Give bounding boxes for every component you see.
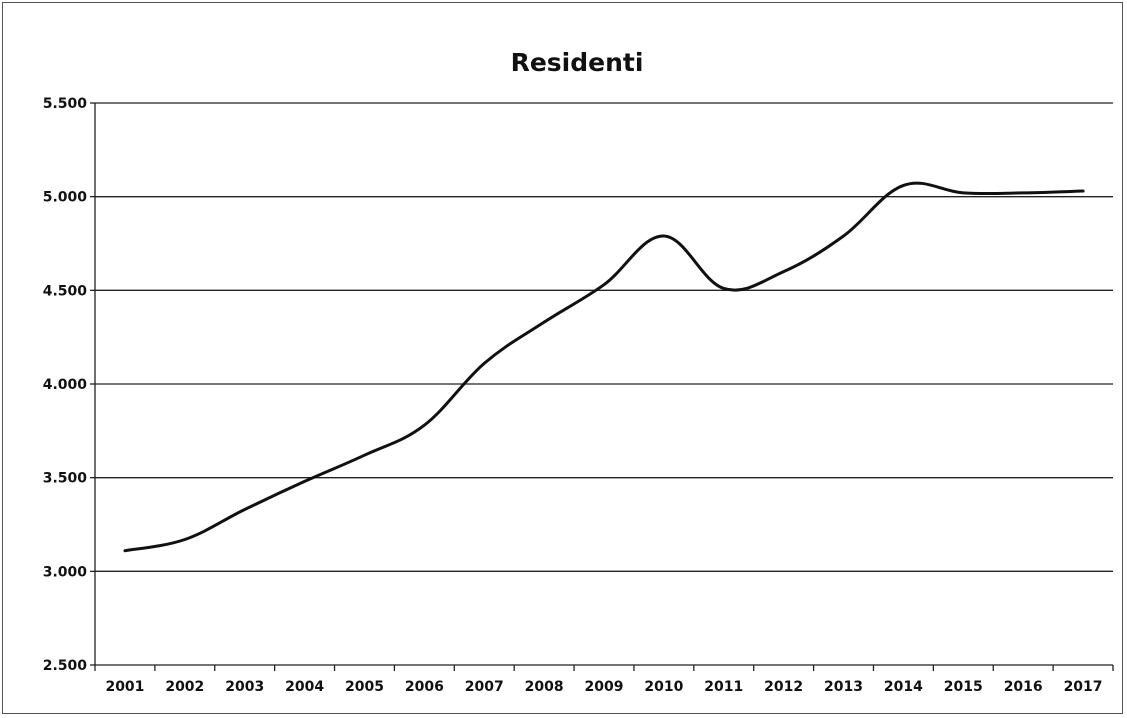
x-tick-label: 2003: [225, 679, 264, 695]
data-point: [1081, 189, 1085, 193]
data-point: [243, 508, 247, 512]
line-chart: Residenti 2.500 3.000 3.500 4.000 4.500 5.000…: [43, 48, 1114, 695]
x-tick-label: 2014: [884, 679, 923, 695]
data-point: [782, 270, 786, 274]
data-point: [722, 286, 726, 290]
gridlines: [95, 102, 1113, 572]
data-point: [183, 537, 187, 541]
x-tick-label: 2011: [704, 679, 743, 695]
y-tick-label: 5.000: [43, 190, 88, 206]
data-point: [662, 234, 666, 238]
data-point: [1021, 191, 1025, 195]
y-axis-tick-labels: 2.500 3.000 3.500 4.000 4.500 5.000 5.500: [43, 96, 88, 674]
x-tick-label: 2010: [644, 679, 683, 695]
data-point: [303, 479, 307, 483]
y-tick-label: 3.500: [43, 471, 88, 487]
x-tick-label: 2015: [944, 679, 983, 695]
x-tick-label: 2012: [764, 679, 803, 695]
y-tick-label: 4.500: [43, 283, 88, 299]
axes: [90, 102, 1114, 671]
x-tick-label: 2002: [165, 679, 204, 695]
y-tick-label: 3.000: [43, 564, 88, 580]
x-tick-label: 2009: [585, 679, 624, 695]
data-point: [482, 361, 486, 365]
y-tick-label: 4.000: [43, 377, 88, 393]
data-point: [901, 183, 905, 187]
x-tick-label: 2017: [1064, 679, 1103, 695]
data-point: [542, 320, 546, 324]
data-point: [602, 283, 606, 287]
x-tick-label: 2008: [525, 679, 564, 695]
series-line: [123, 181, 1085, 553]
x-tick-label: 2001: [105, 679, 144, 695]
chart-title: Residenti: [511, 48, 644, 77]
x-tick-label: 2006: [405, 679, 444, 695]
x-tick-label: 2005: [345, 679, 384, 695]
data-point: [362, 453, 366, 457]
data-point: [123, 549, 127, 553]
x-axis-tick-labels: 2001 2002 2003 2004 2005 2006 2007 2008 2009 2010…: [105, 679, 1102, 695]
x-tick-label: 2004: [285, 679, 324, 695]
data-point: [422, 423, 426, 427]
data-point: [842, 234, 846, 238]
x-tick-label: 2013: [824, 679, 863, 695]
y-tick-label: 5.500: [43, 96, 88, 112]
series-layer: [123, 181, 1085, 553]
data-point: [961, 191, 965, 195]
x-tick-label: 2016: [1004, 679, 1043, 695]
y-tick-label: 2.500: [43, 658, 88, 674]
x-tick-label: 2007: [465, 679, 504, 695]
